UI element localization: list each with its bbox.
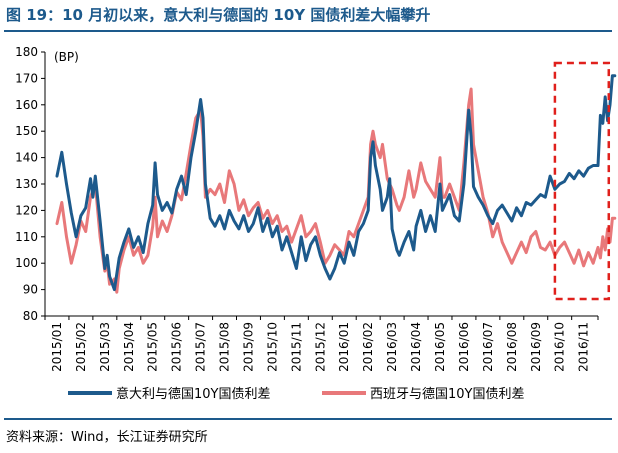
y-tick-label: 170 [15,71,38,85]
figure-title: 图 19：10 月初以来，意大利与德国的 10Y 国债利差大幅攀升 [6,6,431,24]
source-note: 资料来源：Wind，长江证券研究所 [6,430,208,445]
x-tick-label: 2016/01 [337,322,351,372]
y-tick-label: 120 [15,203,38,217]
x-tick-label: 2016/08 [505,322,519,372]
series-layer [55,74,617,294]
x-tick-label: 2015/06 [170,322,184,372]
x-tick-label: 2015/08 [218,322,232,372]
x-tick-label: 2015/11 [289,322,303,372]
series-line-spain [55,87,617,294]
x-tick-label: 2015/03 [98,322,112,372]
x-tick-label: 2016/11 [577,322,591,372]
y-tick-label: 80 [23,309,38,323]
y-tick-label: 100 [15,256,38,270]
x-tick-label: 2015/04 [122,322,136,372]
highlight-box [553,61,611,301]
y-tick-label: 110 [15,230,38,244]
x-tick-label: 2016/02 [361,322,375,372]
y-tick-label: 150 [15,124,38,138]
y-tick-label: 130 [15,177,38,191]
y-tick-label: 180 [15,45,38,59]
x-tick-label: 2015/02 [74,322,88,372]
x-tick-label: 2015/10 [265,322,279,372]
y-tick-label: 160 [15,98,38,112]
legend: 意大利与德国10Y国债利差 西班牙与德国10Y国债利差 [68,386,524,402]
y-tick-label: 90 [23,283,38,297]
x-tick-label: 2016/07 [481,322,495,372]
x-tick-label: 2016/04 [409,322,423,372]
x-tick-label: 2016/06 [457,322,471,372]
source-divider [4,418,612,420]
title-divider [4,30,612,32]
y-tick-label: 140 [15,151,38,165]
x-tick-label: 2015/07 [194,322,208,372]
x-tick-label: 2015/09 [241,322,255,372]
legend-label-italy: 意大利与德国10Y国债利差 [116,386,270,402]
y-axis-unit-label: (BP) [54,50,79,64]
x-tick-label: 2015/01 [50,322,64,372]
chart-axes: 80 90 100 110 120 130 140 150 160 170 180 2015/01 20… [15,45,599,372]
x-tick-label: 2016/09 [529,322,543,372]
x-tick-label: 2015/12 [313,322,327,372]
x-tick-label: 2016/03 [385,322,399,372]
line-chart: 80 90 100 110 120 130 140 150 160 170 180 2015/01 20… [15,45,617,402]
x-tick-label: 2016/05 [433,322,447,372]
legend-label-spain: 西班牙与德国10Y国债利差 [370,387,524,402]
x-tick-label: 2016/10 [553,322,567,372]
series-line-italy [55,74,617,292]
x-tick-label: 2015/05 [146,322,160,372]
